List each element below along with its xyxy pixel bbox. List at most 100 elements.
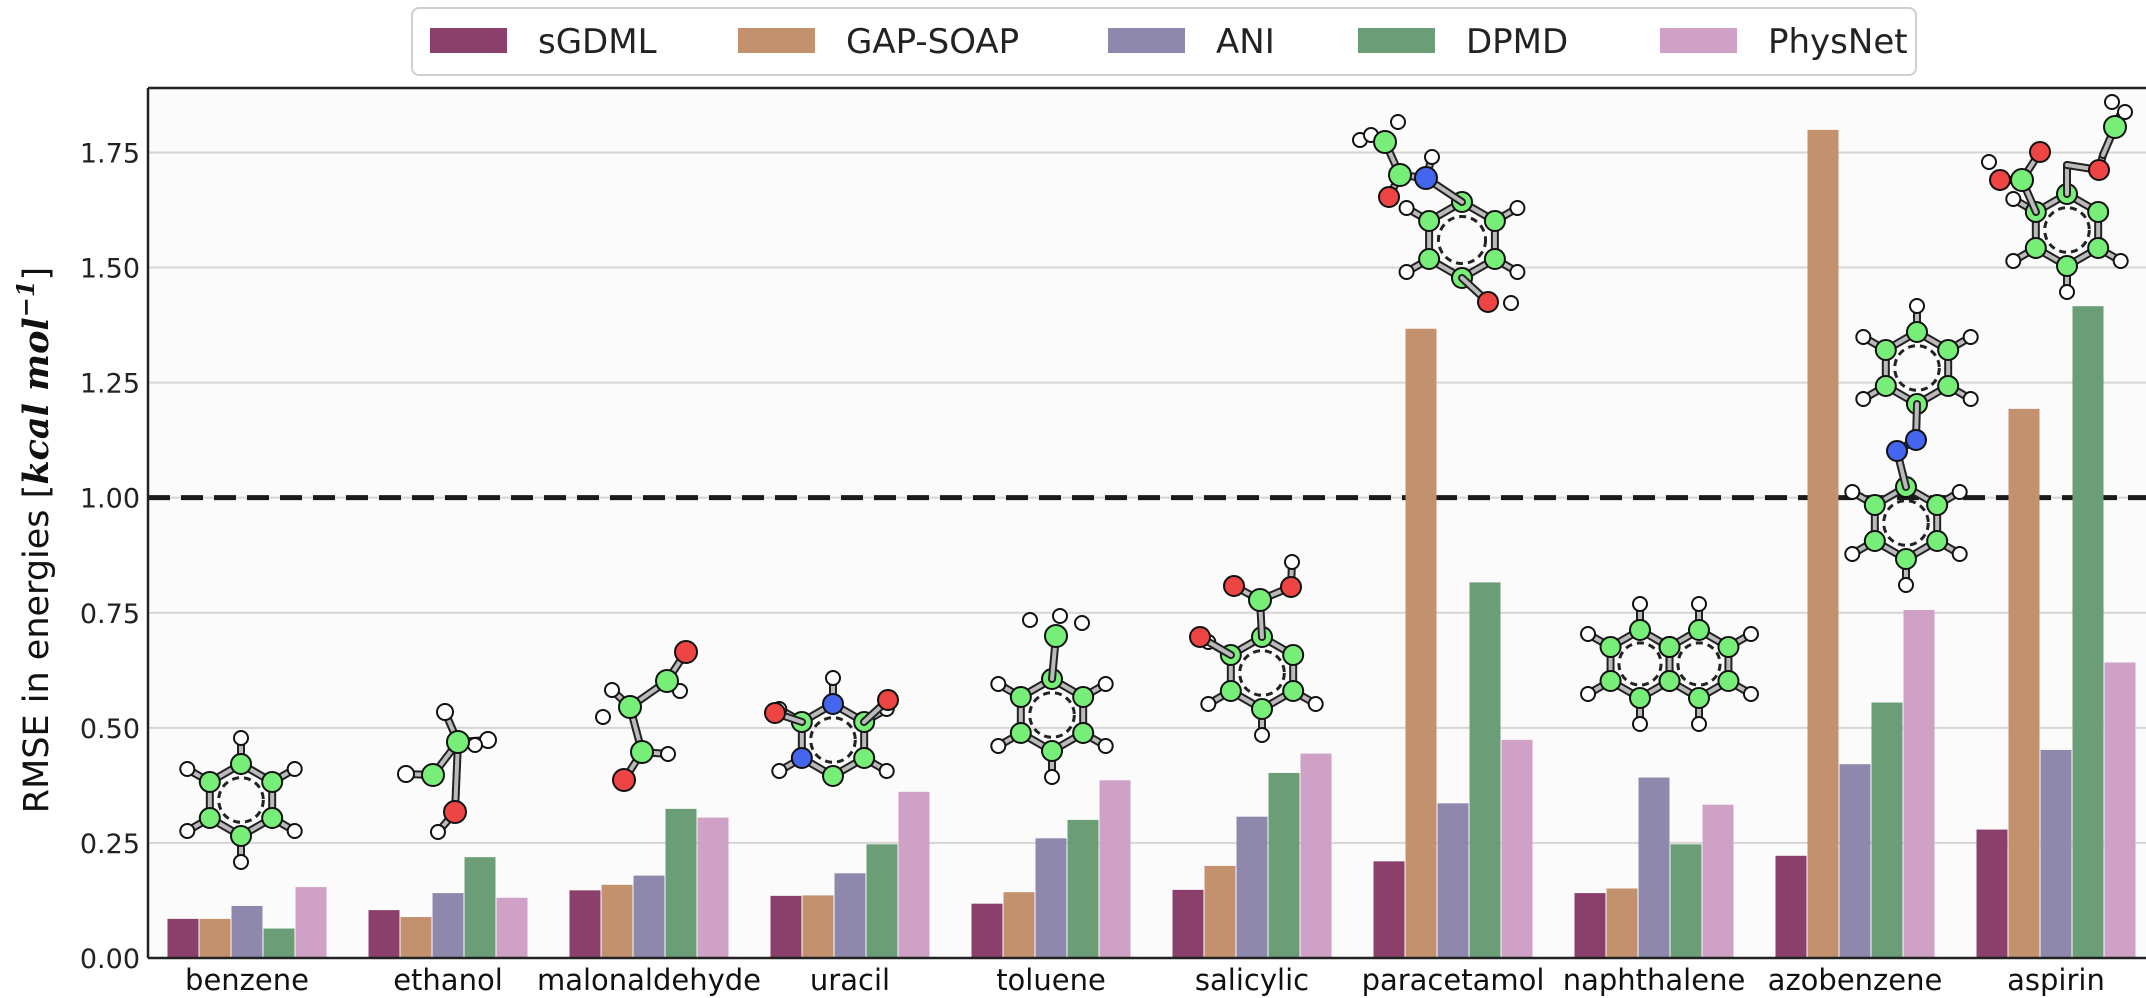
y-tick-label: 0.50 xyxy=(80,714,140,745)
atom xyxy=(1503,295,1519,311)
atom xyxy=(1989,169,2011,191)
atom xyxy=(1855,391,1872,407)
bar-gap-soap-salicylic xyxy=(1204,865,1236,958)
atom xyxy=(1717,670,1740,692)
bar-sgdml-malonaldehyde xyxy=(569,890,601,958)
bar-sgdml-azobenzene xyxy=(1775,855,1807,958)
x-tick-label-paracetamol: paracetamol xyxy=(1362,963,1545,997)
atom xyxy=(1097,738,1114,754)
bar-dpmd-naphthalene xyxy=(1670,844,1702,958)
aspirin-molecule xyxy=(1981,94,2133,300)
atom xyxy=(1717,636,1740,658)
bar-dpmd-paracetamol xyxy=(1469,582,1501,958)
x-tick-label-malonaldehyde: malonaldehyde xyxy=(537,963,761,997)
bar-sgdml-paracetamol xyxy=(1373,861,1405,958)
atom xyxy=(604,682,620,698)
x-tick-label-uracil: uracil xyxy=(810,963,890,997)
bar-ani-azobenzene xyxy=(1839,764,1871,958)
atom xyxy=(1390,114,1406,130)
atom xyxy=(397,765,415,783)
atom xyxy=(822,765,844,787)
atom xyxy=(822,693,844,715)
legend-label-ani: ANI xyxy=(1216,22,1275,62)
atom xyxy=(1477,291,1499,313)
atom xyxy=(1863,494,1886,516)
atom xyxy=(878,763,895,779)
bar-dpmd-ethanol xyxy=(464,857,496,958)
bar-physnet-malonaldehyde xyxy=(697,817,729,958)
bar-gap-soap-aspirin xyxy=(2008,408,2040,958)
y-tick-label: 1.25 xyxy=(80,369,140,400)
atom xyxy=(1509,264,1526,280)
y-tick-label: 1.00 xyxy=(80,484,140,515)
atom xyxy=(1905,429,1927,451)
atom xyxy=(2010,168,2034,192)
atom xyxy=(1742,686,1759,702)
atom xyxy=(1691,716,1707,732)
legend-label-gap-soap: GAP-SOAP xyxy=(846,22,1019,62)
bar-ani-uracil xyxy=(834,873,866,958)
atom xyxy=(1874,339,1897,361)
atom xyxy=(674,640,698,664)
bar-dpmd-benzene xyxy=(263,928,295,958)
atom xyxy=(1962,329,1979,345)
atom xyxy=(630,740,654,764)
x-tick-label-benzene: benzene xyxy=(185,963,309,997)
bar-dpmd-azobenzene xyxy=(1871,702,1903,958)
atom xyxy=(1414,166,1438,190)
atom xyxy=(825,670,841,686)
atom xyxy=(2087,237,2110,259)
atom xyxy=(1044,624,1068,648)
atom xyxy=(1658,670,1681,692)
atom xyxy=(771,763,788,779)
atom xyxy=(1844,484,1861,500)
y-tick-label: 0.00 xyxy=(80,944,140,975)
atom xyxy=(436,703,454,721)
atom xyxy=(1909,298,1925,314)
bar-sgdml-toluene xyxy=(971,903,1003,958)
atom xyxy=(1962,391,1979,407)
bar-gap-soap-toluene xyxy=(1003,892,1035,958)
y-tick-label: 1.75 xyxy=(80,138,140,169)
x-tick-label-aspirin: aspirin xyxy=(2007,963,2105,997)
atom xyxy=(1097,676,1114,692)
bar-gap-soap-azobenzene xyxy=(1807,129,1839,958)
atom xyxy=(1599,636,1622,658)
y-tick-label: 0.75 xyxy=(80,599,140,630)
bar-ani-toluene xyxy=(1035,838,1067,958)
malonaldehyde-molecule xyxy=(595,640,698,792)
atom xyxy=(1509,200,1526,216)
bar-ani-salicylic xyxy=(1236,816,1268,958)
atom xyxy=(1398,200,1415,216)
atom xyxy=(1022,612,1038,628)
bar-ani-ethanol xyxy=(432,893,464,958)
atom xyxy=(853,747,876,769)
atom xyxy=(198,807,221,829)
atom xyxy=(1307,696,1324,712)
atom xyxy=(261,771,284,793)
atom xyxy=(421,763,445,787)
legend-swatch-ani xyxy=(1108,28,1185,53)
uracil-molecule xyxy=(764,670,899,787)
y-tick-labels: 0.00 0.25 0.50 0.75 1.00 1.25 1.50 1.75 xyxy=(80,138,140,975)
atom xyxy=(1926,530,1949,552)
atom xyxy=(1074,615,1090,631)
atom xyxy=(1009,686,1032,708)
x-tick-label-naphthalene: naphthalene xyxy=(1563,963,1746,997)
atom xyxy=(1483,248,1506,270)
atom xyxy=(1937,375,1960,397)
bar-gap-soap-naphthalene xyxy=(1606,888,1638,958)
bar-sgdml-salicylic xyxy=(1172,889,1204,958)
bar-dpmd-salicylic xyxy=(1268,772,1300,958)
legend-swatch-gap-soap xyxy=(738,28,815,53)
atom xyxy=(1599,670,1622,692)
atom xyxy=(1688,619,1710,641)
atom xyxy=(990,738,1007,754)
atom xyxy=(443,800,467,824)
atom xyxy=(1981,154,1997,170)
ethanol-molecule xyxy=(397,703,497,840)
bar-gap-soap-benzene xyxy=(199,918,231,958)
atom xyxy=(1398,264,1415,280)
atom xyxy=(1424,149,1440,165)
atom xyxy=(1632,596,1648,612)
